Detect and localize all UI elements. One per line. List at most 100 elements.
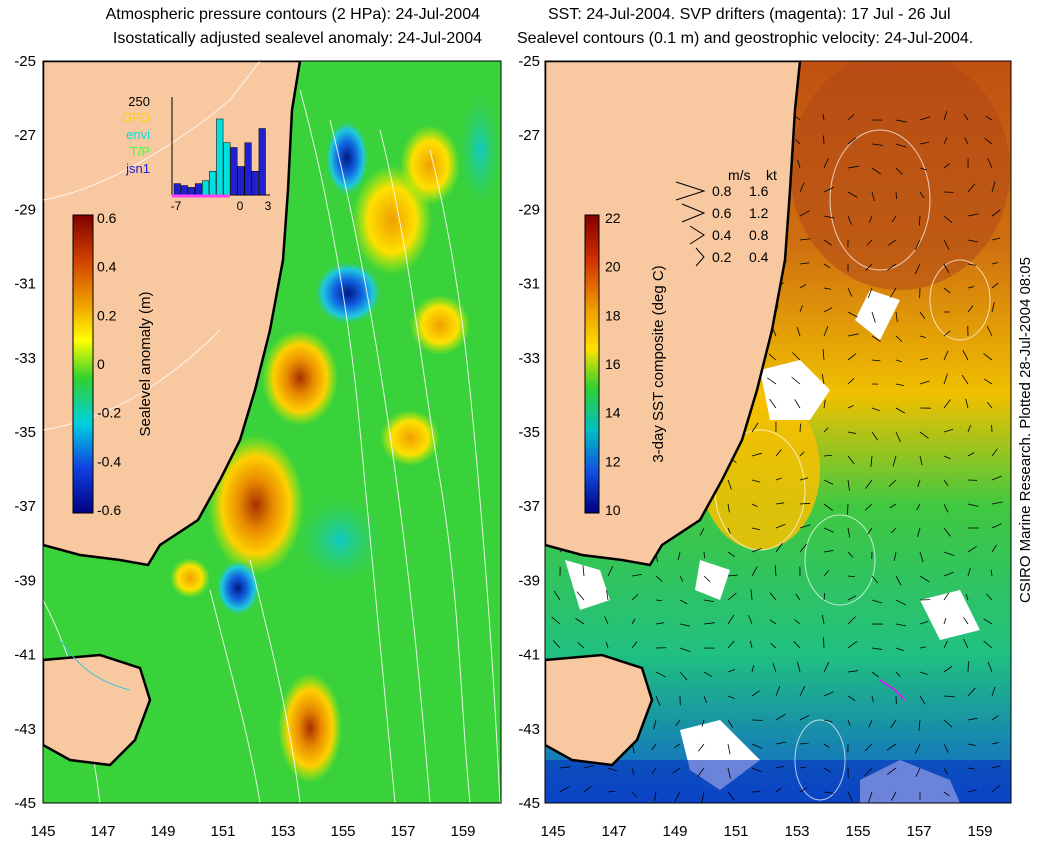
velocity-arrow: [943, 137, 948, 145]
velocity-arrow: [847, 455, 855, 465]
right-map: [545, 61, 1011, 803]
left-land-contours: [43, 61, 261, 431]
velocity-arrow: [895, 311, 898, 323]
velocity-arrow: [847, 405, 854, 409]
right-xtick-label: 147: [601, 823, 626, 840]
right-cold-south: [545, 760, 1011, 803]
velocity-arrow: [799, 742, 809, 745]
velocity-arrow: [967, 213, 979, 217]
velocity-arrow: [919, 695, 926, 705]
left-map-frame: [42, 60, 502, 804]
velocity-arrow: [919, 335, 926, 338]
velocity-arrow: [895, 599, 906, 606]
velocity-arrow: [631, 791, 637, 798]
velocity-arrow: [847, 670, 859, 673]
velocity-arrow: [943, 665, 953, 673]
velocity-arrow: [991, 715, 999, 721]
velocity-arrow: [796, 661, 801, 673]
velocity-arrow: [943, 399, 951, 409]
velocity-arrow: [914, 263, 921, 275]
velocity-arrow: [823, 661, 830, 673]
velocity-arrow: [751, 452, 762, 457]
eddy-low-31: [314, 261, 382, 325]
left-ytick-label: -39: [14, 572, 36, 589]
velocity-arrow: [727, 503, 730, 513]
velocity-arrow: [823, 239, 832, 246]
velocity-arrow: [698, 743, 705, 752]
left-ytick-label: -37: [14, 498, 36, 515]
colorbar-tick-label: 0.2: [97, 307, 117, 323]
velocity-arrow: [918, 719, 921, 731]
velocity-arrow: [799, 543, 808, 553]
velocity-arrow: [918, 215, 921, 226]
left-bass-line: [59, 639, 131, 691]
velocity-arrow: [679, 599, 688, 605]
velocity-arrow: [769, 619, 777, 625]
velocity-arrow: [823, 503, 834, 511]
velocity-arrow: [991, 686, 996, 697]
velocity-arrow: [847, 641, 858, 649]
velocity-arrow: [799, 451, 805, 457]
velocity-arrow: [963, 617, 969, 625]
velocity-arrow: [799, 685, 806, 697]
left-colorbar-ticks: 0.6 0.4 0.2 0 -0.2 -0.4 -0.6: [97, 210, 121, 518]
colorbar-tick-label: 0.6: [97, 210, 117, 226]
velocity-arrow: [967, 687, 976, 697]
velocity-arrow: [631, 767, 635, 776]
velocity-arrow: [749, 640, 753, 649]
velocity-arrow: [967, 661, 969, 673]
velocity-arrow: [983, 618, 993, 625]
velocity-arrow: [799, 502, 811, 505]
left-ytick-label: -25: [14, 53, 36, 70]
velocity-arrow: [799, 283, 807, 289]
velocity-arrow: [967, 717, 978, 721]
velocity-legend-kt: 0.4: [749, 249, 769, 265]
right-ytick-label: -37: [518, 498, 540, 515]
velocity-arrow: [871, 671, 880, 678]
velocity-arrow: [987, 158, 993, 169]
velocity-legend-arrow: [681, 203, 706, 223]
velocity-arrow: [679, 623, 690, 627]
histogram-bar: [230, 147, 238, 196]
velocity-arrow: [919, 671, 928, 675]
velocity-arrow: [655, 575, 663, 582]
velocity-arrow: [775, 713, 786, 721]
colorbar-tick-label: -0.2: [97, 405, 121, 421]
velocity-arrow: [943, 330, 951, 337]
velocity-arrow: [697, 767, 705, 777]
velocity-arrow: [655, 622, 665, 625]
left-xtick-label: 151: [210, 823, 235, 840]
velocity-arrow: [654, 791, 657, 802]
colorbar-tick-label: 16: [605, 356, 621, 372]
left-ytick-label: -33: [14, 350, 36, 367]
velocity-arrow: [991, 302, 995, 313]
velocity-arrow: [727, 669, 736, 673]
velocity-arrow: [919, 455, 923, 466]
left-xtick-label: 159: [450, 823, 475, 840]
velocity-arrow: [703, 671, 713, 678]
velocity-arrow: [552, 640, 561, 649]
velocity-arrow: [895, 575, 902, 586]
left-title-line1: Atmospheric pressure contours (2 HPa): 2…: [105, 6, 480, 23]
velocity-arrow: [867, 287, 873, 299]
velocity-arrow: [653, 719, 657, 730]
colorbar-tick-label: 12: [605, 453, 621, 469]
velocity-arrow: [674, 791, 681, 802]
right-colorbar-label: 3-day SST composite (deg C): [650, 265, 667, 462]
velocity-arrow: [823, 215, 835, 219]
velocity-arrow: [679, 647, 691, 653]
velocity-arrow: [991, 209, 1001, 217]
histogram-legend-item: jsn1: [125, 161, 150, 176]
left-xtick-label: 149: [150, 823, 175, 840]
velocity-arrow: [768, 353, 777, 361]
eddy-mid-west: [170, 558, 210, 598]
velocity-arrow: [775, 449, 782, 457]
velocity-arrow: [799, 787, 807, 793]
velocity-legend-kt-header: kt: [766, 167, 777, 183]
left-xtick-label: 157: [390, 823, 415, 840]
velocity-arrow: [767, 377, 777, 385]
velocity-arrow: [822, 349, 825, 361]
velocity-arrow: [893, 551, 897, 562]
left-ytick-label: -43: [14, 721, 36, 738]
